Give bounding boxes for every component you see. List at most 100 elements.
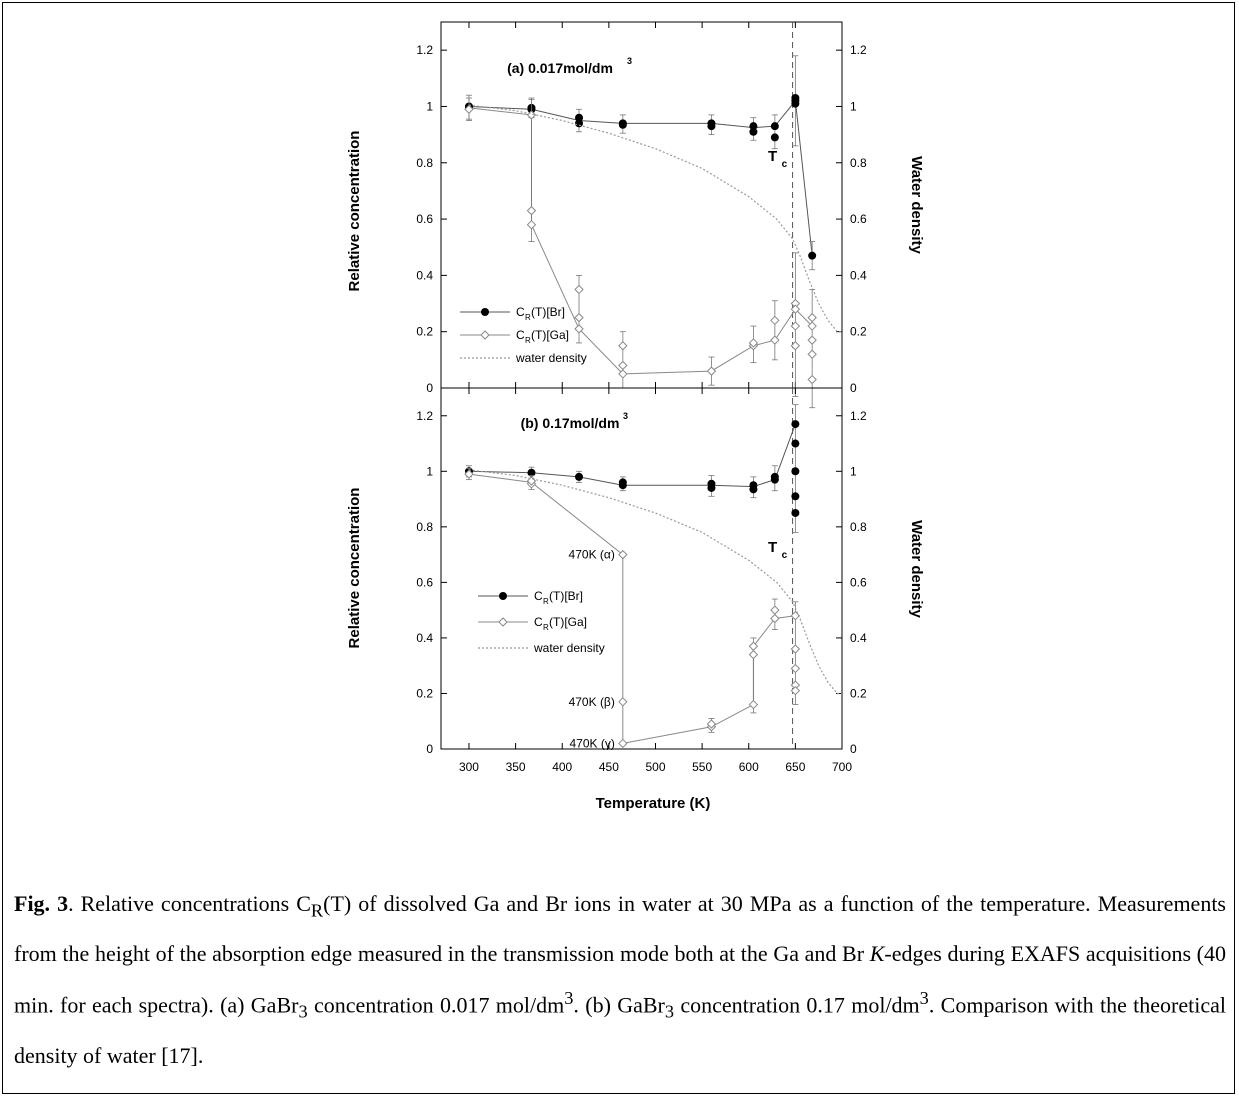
- data-point-br: [618, 478, 627, 487]
- x-tick-label: 350: [506, 760, 526, 774]
- data-point-ga: [790, 663, 801, 674]
- y-tick-label-left: 0.6: [416, 212, 433, 226]
- data-point-ga: [706, 719, 717, 729]
- legend-label-water: water density: [533, 641, 605, 655]
- axis-titles: Relative concentration Water density Rel…: [346, 131, 925, 812]
- data-point-ga: [618, 549, 628, 560]
- legend-label-sub: R: [543, 623, 549, 632]
- legend-label-ga: C: [534, 615, 543, 629]
- x-axis-title: Temperature (K): [596, 795, 711, 812]
- data-point-ga: [770, 335, 780, 345]
- data-point-ga: [770, 315, 780, 326]
- caption-text-1: . Relative concentrations C: [68, 891, 311, 916]
- legend-label-ga: C: [516, 328, 525, 342]
- data-point-ga: [790, 341, 801, 351]
- data-point-br: [749, 122, 758, 131]
- y-tick-label-right: 0.8: [850, 520, 867, 534]
- data-point-br: [575, 113, 584, 122]
- annotation-label: 470K (β): [569, 695, 615, 709]
- y-axis-title-left-b: Relative concentration: [346, 488, 363, 649]
- legend-marker-ga: [498, 617, 508, 627]
- y-tick-label-right: 0.4: [850, 268, 867, 282]
- legend-marker-br: [499, 592, 507, 600]
- panel-a: 0 0 0.2 0.2 0.4 0.4 0.6 0.6 0.8 0.8 1 1 1.2 1.2 T c (a) …: [416, 21, 867, 409]
- data-point-ga: [807, 374, 817, 385]
- data-point-ga: [770, 605, 780, 615]
- y-tick-label-right: 1: [850, 464, 857, 478]
- y-tick-label-right: 0: [850, 742, 857, 756]
- data-point-ga: [790, 685, 801, 696]
- data-point-ga: [706, 366, 717, 376]
- y-tick-label-right: 0.6: [850, 575, 867, 589]
- y-tick-label-right: 0.8: [850, 156, 867, 170]
- x-tick-label: 600: [739, 760, 759, 774]
- annotation-label: 470K (α): [569, 548, 615, 562]
- caption-sub-r: R: [310, 900, 324, 921]
- data-point-ga: [807, 312, 817, 323]
- data-point-ga: [574, 284, 584, 295]
- legend-label-br: C: [516, 305, 525, 319]
- panel-b: 300 350 400 450 500 550 600 650 700 0 0 0.2 0.2 0.4 0.…: [416, 387, 867, 774]
- caption-text-7: . Comparison with the theoretical densit…: [14, 992, 1226, 1069]
- y-tick-label-left: 0.2: [416, 325, 433, 339]
- y-tick-label-left: 0: [426, 742, 433, 756]
- panel-title-a: (a) 0.017mol/dm: [507, 60, 613, 76]
- data-point-ga: [618, 738, 628, 749]
- caption-text-2: (T) of dissolved Ga and Br ions in water…: [14, 891, 1226, 967]
- tc-label: T: [768, 148, 777, 165]
- legend-label-tail: (T)[Ga]: [549, 615, 587, 629]
- data-point-br: [618, 119, 627, 128]
- annotation-label: 470K (γ): [569, 736, 614, 750]
- data-point-ga: [748, 338, 759, 348]
- series-line-br-b: [468, 423, 796, 488]
- caption-sub-3a: 3: [298, 1002, 308, 1023]
- caption-fig-label: Fig. 3: [14, 891, 69, 916]
- legend-label-sub: R: [525, 313, 531, 322]
- legend-label-br: C: [534, 589, 543, 603]
- legend-label-sub: R: [525, 336, 531, 345]
- figure-caption: Fig. 3. Relative concentrations CR(T) of…: [14, 882, 1226, 1078]
- legend-label-sub: R: [543, 597, 549, 606]
- data-point-br: [749, 481, 758, 490]
- data-point-ga: [526, 220, 537, 230]
- y-tick-label-left: 0.2: [416, 686, 433, 700]
- panel-title-sup: 3: [623, 411, 628, 421]
- caption-text-4: concentration 0.017 mol/dm: [307, 992, 565, 1018]
- caption-sup-3b: 3: [919, 988, 929, 1009]
- caption-sup-3a: 3: [564, 988, 574, 1009]
- y-tick-label-left: 1: [426, 464, 433, 478]
- data-point-br: [791, 492, 800, 501]
- data-point-ga: [748, 699, 759, 710]
- y-axis-title-left-a: Relative concentration: [346, 131, 363, 292]
- figure-svg: 0 0 0.2 0.2 0.4 0.4 0.6 0.6 0.8 0.8 1 1 1.2 1.2 T c (a) …: [346, 21, 925, 812]
- data-point-br: [707, 479, 716, 488]
- data-point-br: [707, 119, 716, 128]
- caption-text-5: . (b) GaBr: [573, 992, 665, 1018]
- y-axis-title-right-b: Water density: [908, 520, 925, 618]
- caption-text-3: -edges during EXAFS acquisitions (40 min…: [14, 941, 1226, 1018]
- data-point-ga: [790, 644, 801, 654]
- panel-title-sup: 3: [627, 56, 632, 66]
- data-point-ga: [790, 304, 801, 314]
- y-tick-label-right: 0: [850, 381, 857, 395]
- tc-label: T: [768, 539, 777, 556]
- data-point-ga: [464, 104, 474, 114]
- data-point-ga: [618, 369, 628, 379]
- y-tick-label-left: 1.2: [416, 43, 433, 57]
- y-tick-label-right: 0.6: [850, 212, 867, 226]
- caption-sub-3b: 3: [664, 1002, 675, 1023]
- data-point-ga: [464, 469, 474, 479]
- tc-label-sub: c: [782, 159, 788, 170]
- data-point-br: [791, 439, 800, 448]
- legend-label-tail: (T)[Br]: [549, 589, 583, 603]
- data-point-br: [808, 251, 817, 260]
- data-point-ga: [748, 641, 759, 651]
- y-tick-label-right: 0.2: [850, 325, 867, 339]
- data-point-ga: [807, 349, 817, 359]
- data-point-br: [770, 133, 779, 142]
- x-tick-label: 300: [459, 760, 479, 774]
- data-point-ga: [807, 335, 817, 345]
- data-point-br: [770, 472, 779, 481]
- data-point-ga: [574, 324, 584, 334]
